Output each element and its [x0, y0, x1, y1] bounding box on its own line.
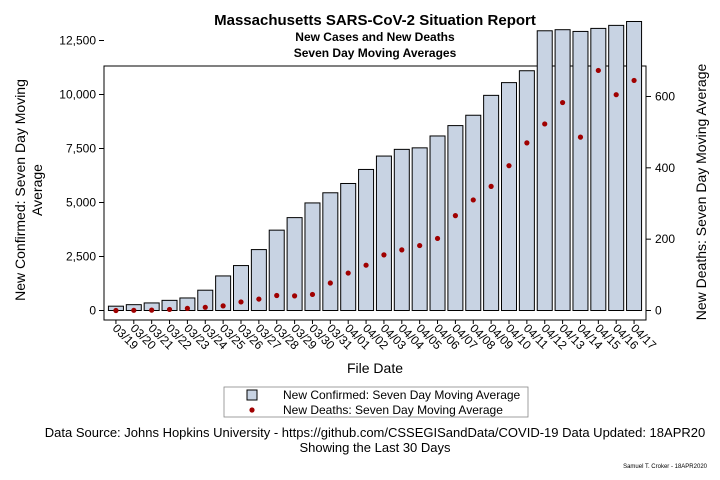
- death-point-03-22: [166, 306, 173, 313]
- death-point-03-20: [131, 307, 137, 313]
- dot-series: [113, 67, 637, 314]
- author-credit: Samuel T. Croker - 18APR2020: [623, 464, 708, 470]
- death-point-03-25: [220, 303, 226, 309]
- death-point-04-08: [470, 197, 476, 203]
- death-point-03-31: [327, 280, 333, 286]
- bar-04-12: [536, 30, 553, 312]
- death-point-03-27: [256, 296, 262, 302]
- bar-04-02: [358, 168, 375, 311]
- bar-03-30: [304, 202, 321, 311]
- bar-04-03: [375, 155, 392, 311]
- left-tick-label: 7,500: [66, 142, 96, 156]
- bar-03-29: [286, 217, 303, 311]
- bar-04-10: [501, 82, 517, 312]
- left-axis: 0 2,500 5,000 7,500 10,000 12,500: [59, 34, 104, 318]
- left-tick-label: 2,500: [66, 250, 96, 264]
- bar-03-26: [233, 265, 249, 312]
- bar-04-16: [608, 24, 625, 311]
- bar-04-06: [429, 135, 446, 311]
- death-point-04-14: [577, 134, 584, 140]
- left-tick-label: 12,500: [59, 34, 96, 48]
- death-point-03-29: [292, 293, 298, 299]
- bar-04-05: [411, 147, 428, 311]
- plot-frame: [103, 65, 647, 321]
- legend-bar-label: New Confirmed: Seven Day Moving Average: [283, 388, 521, 402]
- death-point-04-17: [631, 77, 637, 84]
- bar-03-31: [322, 192, 339, 311]
- bar-04-15: [590, 27, 607, 312]
- bar-04-04: [393, 148, 410, 311]
- death-point-03-26: [238, 299, 244, 305]
- death-point-04-06: [434, 235, 441, 242]
- chart-title: Massachusetts SARS-CoV-2 Situation Repor…: [214, 12, 536, 29]
- legend-dot-swatch: [249, 407, 255, 413]
- death-point-04-12: [542, 121, 548, 127]
- death-point-04-10: [506, 163, 512, 169]
- left-tick-label: 5,000: [66, 196, 96, 210]
- bar-04-14: [572, 30, 589, 312]
- bar-04-11: [518, 70, 535, 311]
- death-point-03-28: [274, 292, 280, 299]
- death-point-04-15: [595, 67, 601, 74]
- y-axis-left-label-line2: Average: [29, 164, 45, 216]
- bar-03-28: [268, 229, 285, 311]
- left-tick-label: 0: [89, 304, 96, 318]
- chart-subtitle-2: Seven Day Moving Averages: [294, 46, 457, 60]
- right-tick-label: 400: [655, 161, 675, 175]
- death-point-04-16: [613, 92, 619, 98]
- right-tick-label: 0: [655, 304, 662, 318]
- bar-04-08: [465, 114, 482, 311]
- right-tick-label: 600: [655, 89, 675, 103]
- bar-series: [107, 20, 643, 312]
- death-point-04-07: [452, 213, 458, 219]
- bar-03-27: [250, 249, 267, 311]
- bar-03-25: [215, 275, 232, 312]
- x-axis-label: File Date: [347, 360, 403, 376]
- x-axis: 03/1903/2003/2103/2203/2303/2403/2503/26…: [110, 320, 659, 353]
- death-point-03-23: [184, 305, 190, 311]
- death-point-04-02: [363, 262, 369, 268]
- y-axis-left-label-line1: New Confirmed: Seven Day Moving: [12, 79, 28, 301]
- death-point-03-30: [309, 291, 316, 298]
- bar-04-13: [554, 29, 571, 311]
- bar-04-01: [340, 182, 357, 312]
- death-point-04-04: [399, 247, 405, 253]
- chart-subtitle-1: New Cases and New Deaths: [295, 30, 455, 44]
- death-point-04-09: [488, 183, 494, 189]
- death-point-04-11: [524, 140, 530, 146]
- death-point-03-21: [149, 307, 155, 313]
- death-point-04-13: [560, 99, 566, 106]
- legend-box: [223, 386, 529, 418]
- death-point-04-01: [345, 270, 351, 276]
- right-tick-label: 200: [655, 232, 675, 246]
- showing-note: Showing the Last 30 Days: [299, 440, 451, 455]
- y-axis-right-label: New Deaths: Seven Day Moving Average: [693, 64, 709, 321]
- death-point-04-03: [381, 252, 387, 258]
- death-point-03-24: [202, 304, 208, 310]
- right-axis: 0 200 400 600: [646, 89, 675, 318]
- bar-04-17: [626, 20, 643, 312]
- left-tick-label: 10,000: [59, 88, 96, 102]
- legend-bar-swatch: [246, 389, 258, 401]
- legend-dot-label: New Deaths: Seven Day Moving Average: [283, 403, 503, 417]
- death-point-03-19: [113, 307, 119, 314]
- data-source-note: Data Source: Johns Hopkins University - …: [45, 425, 705, 440]
- death-point-04-05: [417, 242, 423, 249]
- bar-04-09: [483, 94, 500, 311]
- bar-03-24: [197, 289, 214, 312]
